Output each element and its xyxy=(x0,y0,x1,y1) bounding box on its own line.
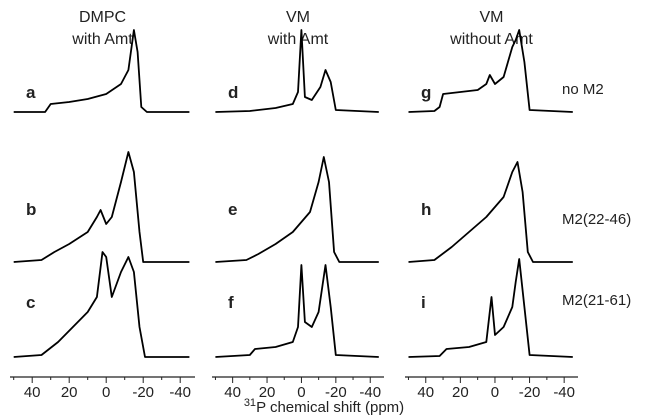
x-tick-label: 0 xyxy=(297,384,305,401)
spectrum xyxy=(408,161,573,263)
x-tick-label: 40 xyxy=(24,384,41,401)
panel-title: with Amt xyxy=(71,31,133,48)
x-tick-label: 0 xyxy=(102,384,110,401)
x-tick-label: 40 xyxy=(417,384,434,401)
x-tick-label: 0 xyxy=(491,384,499,401)
x-tick-label: -40 xyxy=(359,384,381,401)
spectrum xyxy=(13,251,190,358)
panel-letter: g xyxy=(421,83,431,102)
x-axis-label-text: P chemical shift (ppm) xyxy=(256,399,404,416)
x-tick-label: -40 xyxy=(169,384,191,401)
panel-title: with Amt xyxy=(267,31,329,48)
panel-letter: a xyxy=(26,83,36,102)
panel-title: DMPC xyxy=(79,9,126,26)
row-label: M2(22-46) xyxy=(562,211,631,228)
row-label: M2(21-61) xyxy=(562,292,631,309)
x-tick-label: 20 xyxy=(452,384,469,401)
x-tick-label: -20 xyxy=(325,384,347,401)
x-axis-label: 31P chemical shift (ppm) xyxy=(244,397,404,416)
panel-letter: i xyxy=(421,293,426,312)
spectrum xyxy=(408,29,573,113)
x-tick-label: -40 xyxy=(553,384,575,401)
panel-letter: h xyxy=(421,200,431,219)
panel-letter: d xyxy=(228,83,238,102)
row-label: no M2 xyxy=(562,81,604,98)
spectrum xyxy=(215,264,379,358)
x-tick-label: -20 xyxy=(132,384,154,401)
spectrum xyxy=(13,29,190,113)
panel-title: VM xyxy=(480,9,504,26)
spectrum xyxy=(408,258,573,358)
x-tick-label: 20 xyxy=(259,384,276,401)
panel-letter: c xyxy=(26,293,35,312)
spectrum xyxy=(13,151,190,263)
x-tick-label: -20 xyxy=(519,384,541,401)
panel-letter: e xyxy=(228,200,237,219)
x-axis-label-superscript: 31 xyxy=(244,397,256,409)
spectrum xyxy=(215,29,379,113)
x-tick-label: 40 xyxy=(224,384,241,401)
panel-title: without Amt xyxy=(449,31,533,48)
panel-letter: b xyxy=(26,200,36,219)
panel-letter: f xyxy=(228,293,234,312)
x-tick-label: 20 xyxy=(61,384,78,401)
spectrum xyxy=(215,156,379,263)
panel-title: VM xyxy=(286,9,310,26)
